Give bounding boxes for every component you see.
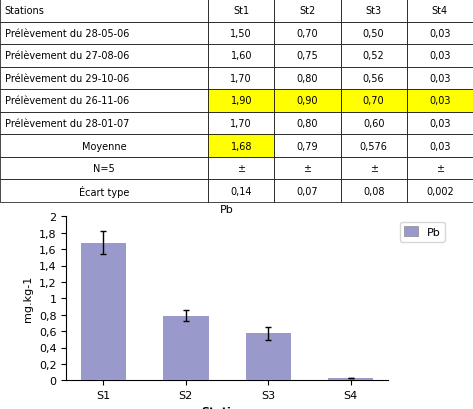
Bar [407,157,473,180]
Text: 1,60: 1,60 [230,51,252,61]
Text: 0,03: 0,03 [429,51,451,61]
Text: St4: St4 [432,6,448,16]
Text: 0,60: 0,60 [363,119,385,129]
Text: 0,70: 0,70 [363,96,385,106]
Text: Prélèvement du 29-10-06: Prélèvement du 29-10-06 [5,74,129,84]
Text: 1,90: 1,90 [230,96,252,106]
Bar [407,135,473,157]
Text: 0,002: 0,002 [426,186,454,196]
Bar [341,45,407,67]
Text: 0,03: 0,03 [429,119,451,129]
Text: 1,70: 1,70 [230,74,252,84]
Bar [274,90,341,112]
Bar [407,67,473,90]
Bar [341,180,407,202]
X-axis label: Stations: Stations [201,406,253,409]
Bar [208,45,274,67]
Text: St2: St2 [299,6,315,16]
Text: 0,52: 0,52 [363,51,385,61]
Bar [274,112,341,135]
Text: Prélèvement du 28-01-07: Prélèvement du 28-01-07 [5,119,129,129]
Bar [274,135,341,157]
Text: 0,03: 0,03 [429,74,451,84]
Text: 0,07: 0,07 [297,186,318,196]
Text: 0,03: 0,03 [429,141,451,151]
Bar [274,157,341,180]
Bar [0,157,208,180]
Bar [245,333,291,380]
Bar [341,67,407,90]
Text: 0,80: 0,80 [297,119,318,129]
Text: St1: St1 [233,6,249,16]
Text: 0,50: 0,50 [363,29,385,39]
Text: 0,03: 0,03 [429,96,451,106]
Bar [0,0,208,22]
Title: Pb: Pb [220,204,234,215]
Text: Prélèvement du 27-08-06: Prélèvement du 27-08-06 [5,51,129,61]
Bar [341,22,407,45]
Text: Stations: Stations [5,6,44,16]
Bar [208,22,274,45]
Bar [274,180,341,202]
Bar [407,90,473,112]
Bar [81,243,126,380]
Bar [0,135,208,157]
Text: ±: ± [370,164,377,174]
Bar [0,112,208,135]
Text: N=5: N=5 [93,164,115,174]
Text: ±: ± [304,164,311,174]
Bar [274,22,341,45]
Bar [0,22,208,45]
Text: 0,14: 0,14 [230,186,252,196]
Text: 1,70: 1,70 [230,119,252,129]
Bar [274,0,341,22]
Bar [274,67,341,90]
Text: St3: St3 [366,6,382,16]
Bar [274,45,341,67]
Bar [407,0,473,22]
Bar [208,112,274,135]
Bar [407,22,473,45]
Bar [0,45,208,67]
Text: 0,70: 0,70 [297,29,318,39]
Text: 1,68: 1,68 [230,141,252,151]
Bar [208,67,274,90]
Bar [208,157,274,180]
Text: 0,75: 0,75 [297,51,318,61]
Bar [341,90,407,112]
Text: 0,56: 0,56 [363,74,385,84]
Text: Prélèvement du 26-11-06: Prélèvement du 26-11-06 [5,96,129,106]
Text: 0,79: 0,79 [297,141,318,151]
Bar [407,112,473,135]
Bar [208,0,274,22]
Text: Moyenne: Moyenne [82,141,126,151]
Text: ±: ± [436,164,444,174]
Bar [208,90,274,112]
Bar [0,67,208,90]
Text: 0,576: 0,576 [360,141,387,151]
Bar [407,45,473,67]
Y-axis label: mg.kg-1: mg.kg-1 [23,276,33,321]
Text: 0,80: 0,80 [297,74,318,84]
Bar [341,112,407,135]
Legend: Pb: Pb [400,222,445,242]
Text: 0,03: 0,03 [429,29,451,39]
Bar [341,0,407,22]
Bar [0,180,208,202]
Text: Écart type: Écart type [79,185,129,197]
Bar [341,135,407,157]
Bar [0,90,208,112]
Bar [208,180,274,202]
Text: Prélèvement du 28-05-06: Prélèvement du 28-05-06 [5,29,129,39]
Text: ±: ± [237,164,245,174]
Bar [163,316,209,380]
Text: 0,08: 0,08 [363,186,385,196]
Bar [407,180,473,202]
Text: 1,50: 1,50 [230,29,252,39]
Bar [341,157,407,180]
Bar [328,378,373,380]
Bar [208,135,274,157]
Text: 0,90: 0,90 [297,96,318,106]
